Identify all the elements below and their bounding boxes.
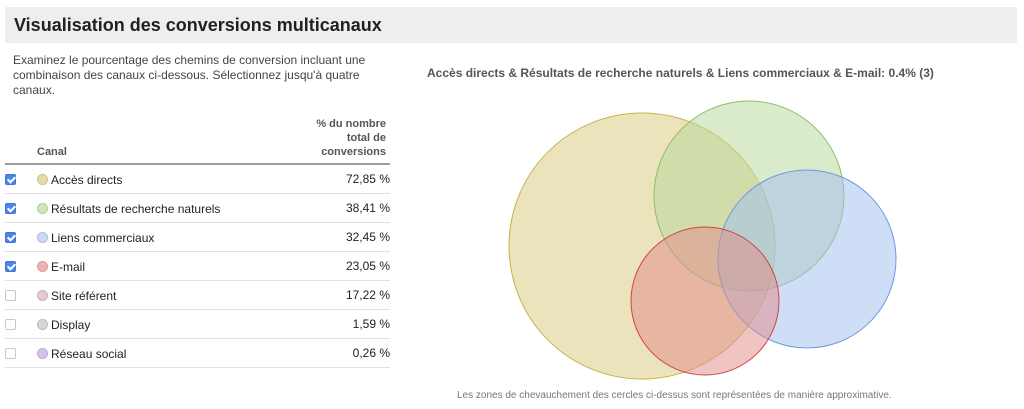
channel-color-dot-icon — [37, 318, 48, 330]
header-channel[interactable]: Canal — [37, 113, 276, 165]
channel-name-cell: Site référent — [37, 280, 276, 310]
table-header-row: Canal % du nombre total de conversions — [5, 113, 390, 165]
channel-percent: 32,45 % — [276, 222, 390, 252]
table-row[interactable]: Site référent 17,22 % — [5, 280, 390, 310]
checkbox-cell — [5, 222, 37, 252]
table-row[interactable]: Résultats de recherche naturels 38,41 % — [5, 193, 390, 223]
channel-name: Résultats de recherche naturels — [51, 201, 221, 216]
channel-percent: 17,22 % — [276, 280, 390, 310]
channel-color-dot-icon — [37, 260, 48, 272]
channel-checkbox[interactable] — [5, 261, 16, 273]
checkbox-cell — [5, 280, 37, 310]
table-row[interactable]: E-mail 23,05 % — [5, 251, 390, 281]
header-checkbox-column — [5, 113, 37, 165]
channel-checkbox[interactable] — [5, 319, 16, 331]
checkbox-cell — [5, 193, 37, 223]
header-percent-line2: total de — [346, 132, 386, 144]
channel-percent: 38,41 % — [276, 193, 390, 223]
channel-name: E-mail — [51, 259, 86, 274]
channel-color-dot-icon — [37, 289, 48, 301]
table-row[interactable]: Accès directs 72,85 % — [5, 164, 390, 194]
checkbox-cell — [5, 164, 37, 194]
header-percent[interactable]: % du nombre total de conversions — [276, 113, 390, 165]
channel-percent: 23,05 % — [276, 251, 390, 281]
channel-checkbox[interactable] — [5, 203, 16, 215]
checkbox-cell — [5, 338, 37, 368]
channel-color-dot-icon — [37, 202, 48, 214]
table-row[interactable]: Liens commerciaux 32,45 % — [5, 222, 390, 252]
channel-checkbox[interactable] — [5, 348, 16, 360]
header-percent-line1: % du nombre — [316, 118, 386, 130]
channel-name-cell: Réseau social — [37, 338, 276, 368]
page-title: Visualisation des conversions multicanau… — [14, 15, 382, 35]
description-text: Examinez le pourcentage des chemins de c… — [13, 53, 366, 97]
venn-footnote: Les zones de chevauchement des cercles c… — [457, 390, 892, 401]
channel-name-cell: Accès directs — [37, 164, 276, 194]
channel-name-cell: Liens commerciaux — [37, 222, 276, 252]
panel-header: Visualisation des conversions multicanau… — [5, 7, 1017, 43]
channel-name-cell: Résultats de recherche naturels — [37, 193, 276, 223]
table-row[interactable]: Réseau social 0,26 % — [5, 338, 390, 368]
channel-percent: 1,59 % — [276, 309, 390, 339]
channel-name: Site référent — [51, 288, 117, 303]
channel-name: Liens commerciaux — [51, 230, 155, 245]
channel-percent: 72,85 % — [276, 164, 390, 194]
checkbox-cell — [5, 251, 37, 281]
venn-title: Accès directs & Résultats de recherche n… — [427, 66, 934, 80]
channel-percent: 0,26 % — [276, 338, 390, 368]
channel-name: Accès directs — [51, 172, 123, 187]
channel-color-dot-icon — [37, 231, 48, 243]
channel-color-dot-icon — [37, 173, 48, 185]
channel-checkbox[interactable] — [5, 232, 16, 244]
channel-checkbox[interactable] — [5, 290, 16, 302]
channel-name-cell: Display — [37, 309, 276, 339]
checkbox-cell — [5, 309, 37, 339]
venn-circle-email[interactable] — [630, 226, 780, 376]
header-percent-line3: conversions — [321, 146, 386, 158]
channel-color-dot-icon — [37, 347, 48, 359]
channel-table: Canal % du nombre total de conversions A… — [5, 113, 390, 368]
channel-checkbox[interactable] — [5, 174, 16, 186]
table-row[interactable]: Display 1,59 % — [5, 309, 390, 339]
channel-name-cell: E-mail — [37, 251, 276, 281]
channel-name: Réseau social — [51, 346, 127, 361]
channel-name: Display — [51, 317, 91, 332]
